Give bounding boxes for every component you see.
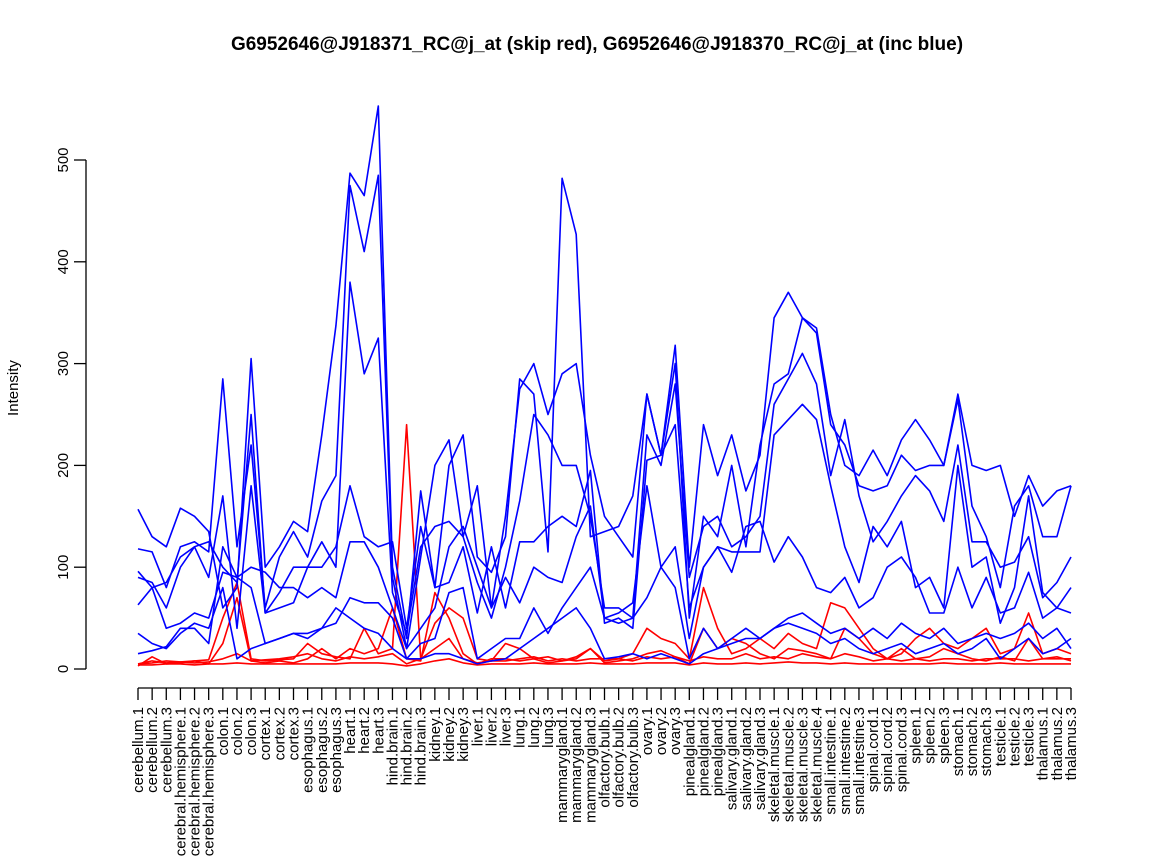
x-tick-label: cerebellum.2 [144,707,161,793]
x-tick-label: spinal.cord.1 [865,707,882,792]
x-tick-label: liver.2 [483,707,500,746]
x-tick-label: mammarygland.2 [568,707,585,823]
x-tick-label: cortex.1 [257,707,274,760]
x-tick-label: liver.1 [469,707,486,746]
series-lines [137,105,1072,667]
x-tick-label: cerebellum.1 [130,707,147,793]
x-tick-label: liver.3 [498,707,515,746]
series-line-inc [137,484,1072,650]
series-line-inc [137,105,1072,640]
x-tick-label: stomach.1 [950,707,967,776]
x-tick-label: salivary.gland.2 [738,707,755,810]
x-axis: cerebellum.1cerebellum.2cerebellum.3cere… [130,687,1080,856]
x-tick-label: small.intestine.2 [837,707,854,815]
x-tick-label: hind.brain.1 [384,707,401,785]
y-tick-label: 500 [55,147,72,172]
x-tick-label: skeletal.muscle.2 [780,707,797,822]
x-tick-label: mammarygland.1 [554,707,571,823]
x-tick-label: esophagus.1 [300,707,317,793]
x-tick-label: pinealgland.1 [681,707,698,796]
x-tick-label: colon.1 [215,707,232,755]
x-tick-label: thalamus.2 [1049,707,1066,780]
x-tick-label: lung.2 [526,707,543,748]
x-tick-label: kidney.3 [455,707,472,762]
chart-title: G6952646@J918371_RC@j_at (skip red), G69… [231,34,963,55]
x-tick-label: pinealgland.3 [710,707,727,796]
x-tick-label: skeletal.muscle.4 [809,707,826,822]
x-tick-label: lung.3 [540,707,557,748]
x-tick-label: spinal.cord.2 [879,707,896,792]
y-tick-label: 300 [55,351,72,376]
x-tick-label: testicle.2 [1006,707,1023,766]
x-tick-label: small.intestine.3 [851,707,868,815]
series-line-inc [137,281,1072,635]
x-tick-label: colon.2 [229,707,246,755]
x-tick-label: thalamus.3 [1063,707,1080,780]
x-tick-label: spinal.cord.3 [893,707,910,792]
x-tick-label: spleen.2 [922,707,939,764]
x-tick-label: salivary.gland.3 [752,707,769,810]
x-tick-label: spleen.3 [936,707,953,764]
y-axis: 0 100 200 300 400 500 [55,147,87,673]
x-tick-label: skeletal.muscle.1 [766,707,783,822]
y-tick-label: 200 [55,453,72,478]
series-line-skip [137,423,1072,665]
y-tick-label: 0 [55,665,72,673]
x-tick-label: heart.3 [370,707,387,754]
series-line-inc [137,403,1072,630]
series-line-skip [138,657,1071,667]
x-tick-label: cerebral.hemisphere.2 [187,707,204,856]
x-tick-label: olfactory.bulb.2 [611,707,628,808]
x-tick-label: hind.brain.2 [399,707,416,785]
x-tick-label: olfactory.bulb.3 [625,707,642,808]
x-tick-label: pinealgland.2 [695,707,712,796]
x-tick-label: skeletal.muscle.3 [794,707,811,822]
y-axis-label: Intensity [5,360,22,416]
x-tick-label: olfactory.bulb.1 [597,707,614,808]
x-tick-label: spleen.1 [908,707,925,764]
x-tick-label: mammarygland.3 [582,707,599,823]
x-tick-label: stomach.3 [978,707,995,776]
series-line-skip [137,591,1072,667]
x-tick-label: ovary.2 [653,707,670,755]
x-tick-label: thalamus.1 [1035,707,1052,780]
x-tick-label: ovary.1 [639,707,656,755]
x-tick-label: esophagus.3 [328,707,345,793]
y-tick-label: 400 [55,249,72,274]
x-tick-label: colon.3 [243,707,260,755]
x-tick-label: cerebral.hemisphere.1 [172,707,189,856]
x-tick-label: cortex.3 [286,707,303,760]
x-tick-label: testicle.3 [1021,707,1038,766]
x-tick-label: kidney.1 [427,707,444,762]
x-tick-label: heart.1 [342,707,359,754]
x-tick-label: stomach.2 [964,707,981,776]
x-tick-label: testicle.1 [992,707,1009,766]
series-line-inc [137,174,1072,650]
x-tick-label: cerebral.hemisphere.3 [201,707,218,856]
x-tick-label: esophagus.2 [314,707,331,793]
x-tick-label: ovary.3 [667,707,684,755]
y-tick-label: 100 [55,555,72,580]
x-tick-label: kidney.2 [441,707,458,762]
x-tick-label: hind.brain.3 [413,707,430,785]
x-tick-label: cerebellum.3 [158,707,175,793]
x-tick-label: salivary.gland.1 [724,707,741,810]
x-tick-label: small.intestine.1 [823,707,840,815]
x-tick-label: heart.2 [356,707,373,754]
x-tick-label: lung.1 [512,707,529,748]
x-tick-label: cortex.2 [271,707,288,760]
